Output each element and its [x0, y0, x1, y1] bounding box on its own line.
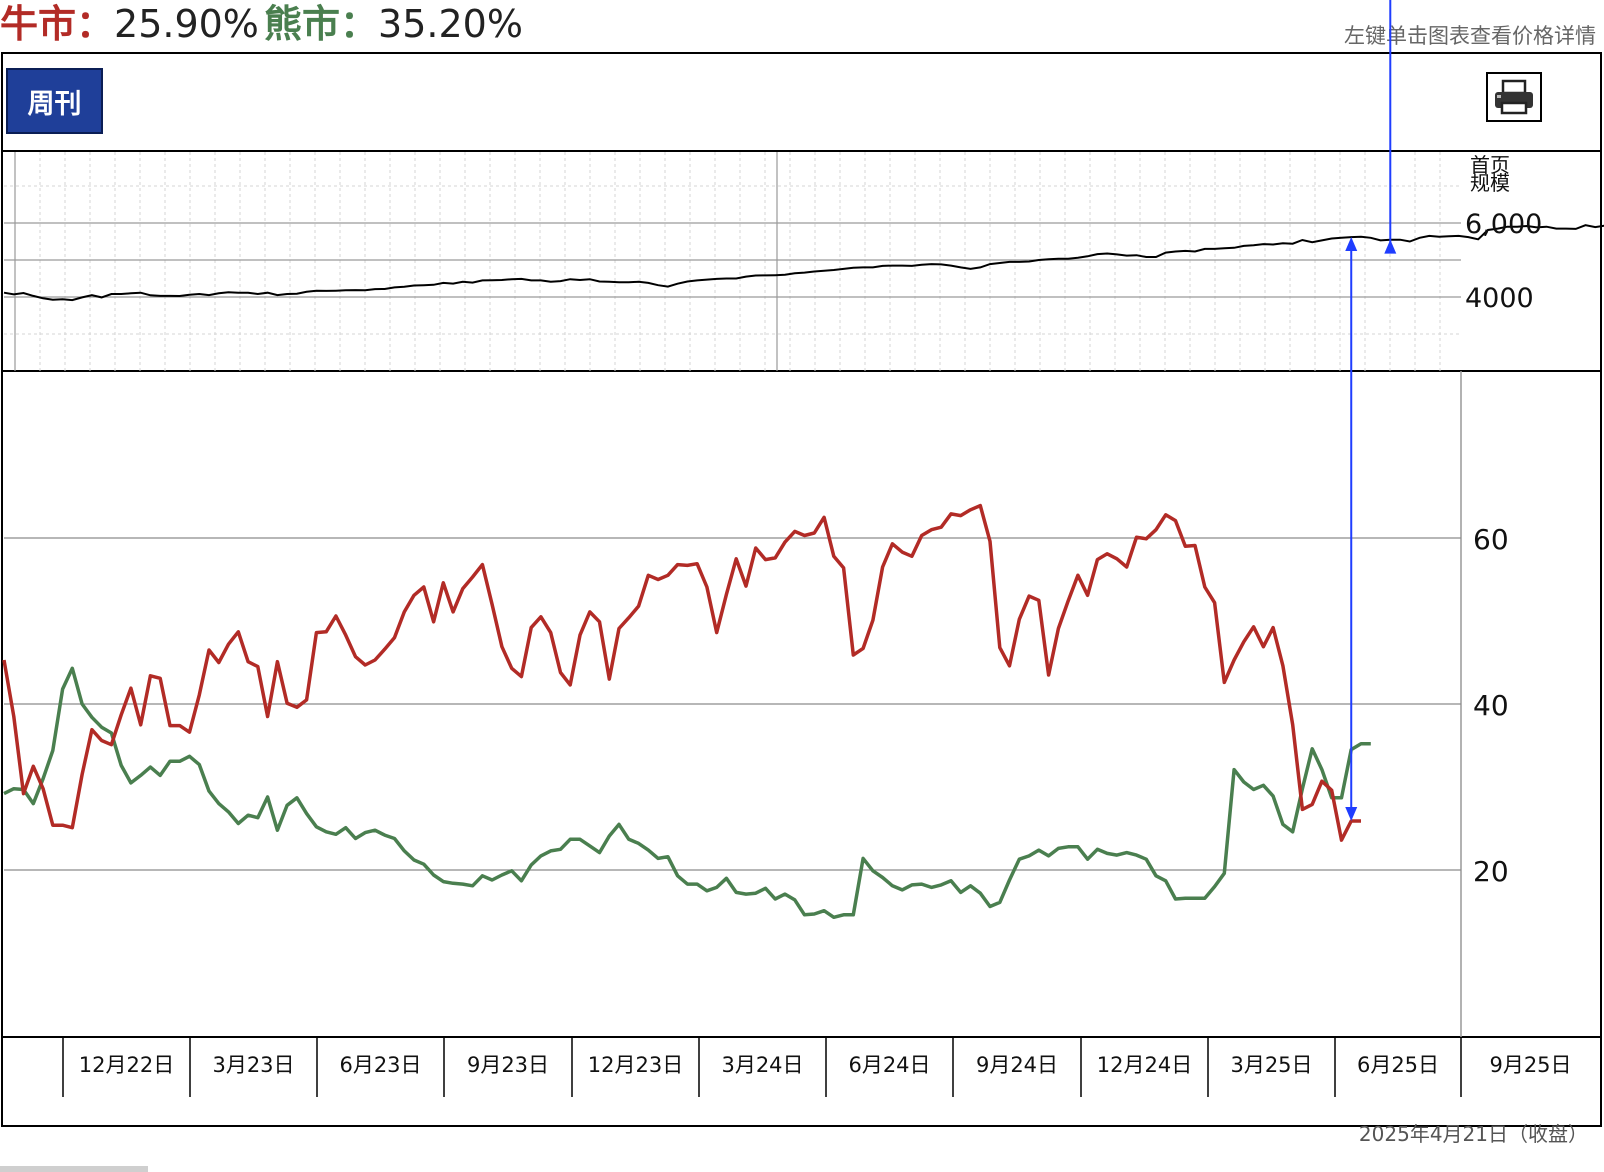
bear-value: 35.20% — [378, 2, 523, 46]
scrollbar[interactable] — [0, 1166, 148, 1172]
close-date: 2025年4月21日（收盘） — [1358, 1122, 1588, 1146]
sentiment-summary: 牛市：25.90% 熊市：35.20% — [0, 0, 523, 48]
chart-hint: 左键单击图表查看价格详情 — [1344, 24, 1596, 48]
bull-label: 牛市： — [0, 2, 115, 46]
print-button[interactable] — [1486, 72, 1542, 122]
printer-icon — [1495, 79, 1533, 115]
chart-frame — [1, 52, 1602, 1127]
weekly-button[interactable]: 周刊 — [6, 68, 103, 134]
bull-value: 25.90% — [114, 2, 259, 46]
toolbar-divider — [3, 150, 1600, 152]
bear-label: 熊市： — [264, 2, 379, 46]
